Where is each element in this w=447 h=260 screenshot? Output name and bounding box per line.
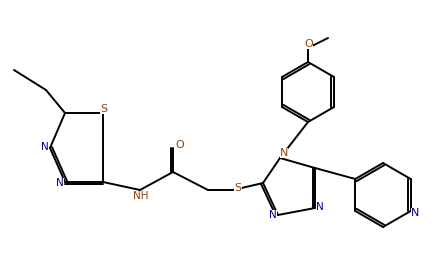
Text: N: N: [280, 148, 288, 158]
Text: O: O: [176, 140, 184, 150]
Text: NH: NH: [133, 191, 149, 201]
Text: S: S: [101, 104, 108, 114]
Text: N: N: [56, 178, 64, 188]
Text: O: O: [304, 39, 313, 49]
Text: N: N: [316, 202, 324, 212]
Text: S: S: [234, 183, 241, 193]
Text: N: N: [269, 210, 277, 220]
Text: N: N: [410, 208, 419, 218]
Text: N: N: [41, 142, 49, 152]
